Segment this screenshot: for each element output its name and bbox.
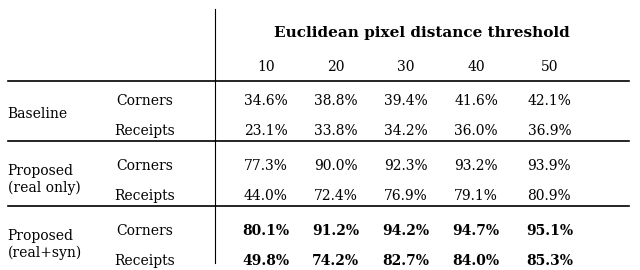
Text: 93.2%: 93.2%	[454, 159, 498, 173]
Text: 50: 50	[541, 60, 558, 74]
Text: 33.8%: 33.8%	[314, 124, 358, 138]
Text: 79.1%: 79.1%	[454, 189, 498, 203]
Text: Baseline: Baseline	[8, 107, 68, 121]
Text: 90.0%: 90.0%	[314, 159, 358, 173]
Text: Corners: Corners	[116, 94, 173, 108]
Text: 84.0%: 84.0%	[452, 254, 500, 268]
Text: 93.9%: 93.9%	[527, 159, 572, 173]
Text: 40: 40	[467, 60, 485, 74]
Text: 94.7%: 94.7%	[452, 224, 500, 238]
Text: Proposed
(real only): Proposed (real only)	[8, 164, 81, 195]
Text: 91.2%: 91.2%	[312, 224, 360, 238]
Text: Euclidean pixel distance threshold: Euclidean pixel distance threshold	[274, 26, 570, 40]
Text: 76.9%: 76.9%	[384, 189, 428, 203]
Text: Receipts: Receipts	[115, 189, 175, 203]
Text: 80.1%: 80.1%	[243, 224, 289, 238]
Text: 42.1%: 42.1%	[527, 94, 572, 108]
Text: 44.0%: 44.0%	[244, 189, 288, 203]
Text: 23.1%: 23.1%	[244, 124, 288, 138]
Text: 82.7%: 82.7%	[383, 254, 429, 268]
Text: 77.3%: 77.3%	[244, 159, 288, 173]
Text: Receipts: Receipts	[115, 254, 175, 268]
Text: Corners: Corners	[116, 224, 173, 238]
Text: Proposed
(real+syn): Proposed (real+syn)	[8, 230, 82, 260]
Text: 36.0%: 36.0%	[454, 124, 498, 138]
Text: 85.3%: 85.3%	[526, 254, 573, 268]
Text: 72.4%: 72.4%	[314, 189, 358, 203]
Text: 36.9%: 36.9%	[527, 124, 572, 138]
Text: 39.4%: 39.4%	[384, 94, 428, 108]
Text: 10: 10	[257, 60, 275, 74]
Text: 92.3%: 92.3%	[384, 159, 428, 173]
Text: 80.9%: 80.9%	[527, 189, 572, 203]
Text: Corners: Corners	[116, 159, 173, 173]
Text: 20: 20	[327, 60, 345, 74]
Text: 30: 30	[397, 60, 415, 74]
Text: 74.2%: 74.2%	[312, 254, 360, 268]
Text: 34.6%: 34.6%	[244, 94, 288, 108]
Text: Receipts: Receipts	[115, 124, 175, 138]
Text: 34.2%: 34.2%	[384, 124, 428, 138]
Text: 94.2%: 94.2%	[383, 224, 429, 238]
Text: 38.8%: 38.8%	[314, 94, 358, 108]
Text: 49.8%: 49.8%	[243, 254, 289, 268]
Text: 95.1%: 95.1%	[526, 224, 573, 238]
Text: 41.6%: 41.6%	[454, 94, 498, 108]
